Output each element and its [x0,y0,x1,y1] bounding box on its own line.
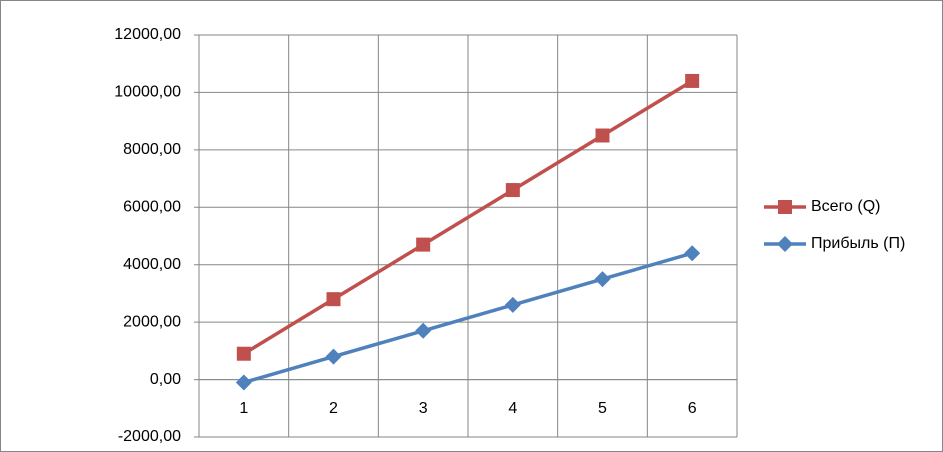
y-tick-label: 8000,00 [123,141,181,158]
series-line [242,79,694,356]
y-tick-label: 2000,00 [123,313,181,330]
series-line [243,251,693,385]
y-tick-label: 4000,00 [123,256,181,273]
y-tick-label: -2000,00 [118,428,181,445]
marker [595,128,610,143]
marker [325,348,342,365]
marker [778,200,792,214]
x-tick-label: 2 [329,400,338,417]
x-tick-label: 6 [688,400,697,417]
marker [777,236,793,252]
y-tick-label: 6000,00 [123,199,181,216]
marker [236,346,251,361]
marker [416,237,431,252]
x-tick-label: 3 [419,400,428,417]
marker [504,296,521,313]
marker [415,322,432,339]
marker [235,374,252,391]
marker [505,183,520,198]
legend-label: Прибыль (П) [811,235,905,252]
marker [685,73,700,88]
y-tick-label: 10000,00 [114,84,181,101]
legend-label: Всего (Q) [811,198,881,215]
x-tick-label: 5 [598,400,607,417]
x-tick-label: 4 [508,400,517,417]
y-tick-label: 12000,00 [114,26,181,43]
marker [594,271,611,288]
x-tick-label: 1 [239,400,248,417]
y-tick-label: 0,00 [150,371,181,388]
marker [326,292,341,307]
marker [684,245,701,262]
